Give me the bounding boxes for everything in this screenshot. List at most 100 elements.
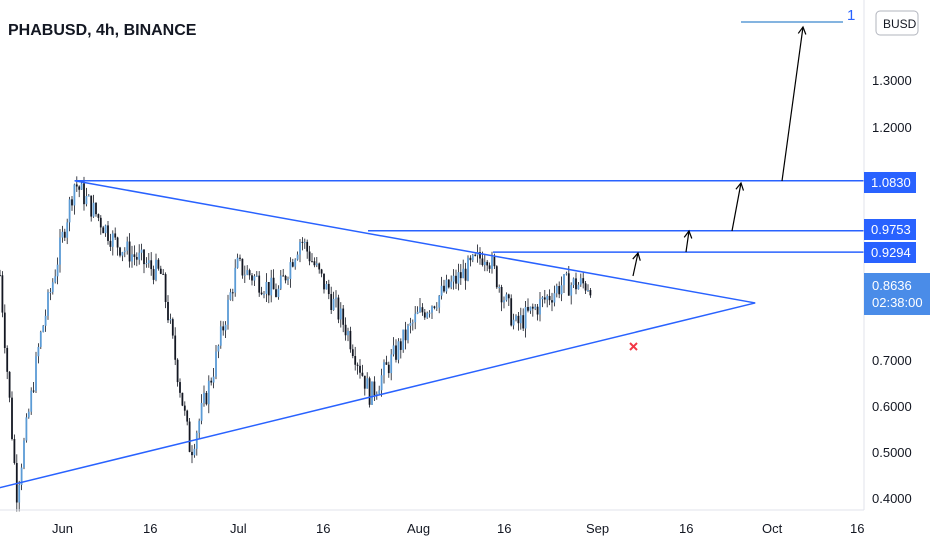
- candle-body: [210, 380, 213, 383]
- candle-body: [167, 301, 169, 321]
- candle-body: [11, 397, 13, 440]
- candle-body: [354, 356, 357, 365]
- candle-body: [565, 273, 568, 275]
- candle-body: [572, 278, 575, 286]
- candle-body: [75, 184, 78, 187]
- candle-body: [539, 299, 541, 315]
- candle-body: [507, 294, 510, 299]
- candle-body: [423, 312, 426, 318]
- candle-body: [1, 275, 4, 313]
- candle-body: [138, 252, 141, 260]
- candle-body: [284, 275, 287, 281]
- candle-body: [411, 322, 414, 324]
- candle-body: [409, 323, 412, 326]
- candle-body: [479, 252, 481, 259]
- candle-body: [419, 307, 421, 312]
- candle-body: [135, 256, 138, 260]
- candle-body: [54, 276, 57, 283]
- candle-body: [435, 307, 438, 309]
- svg-text:1.0830: 1.0830: [871, 175, 911, 190]
- candle-body: [567, 273, 570, 296]
- candle-body: [500, 287, 503, 303]
- candle-body: [498, 287, 501, 289]
- candle-body: [548, 295, 551, 301]
- candle-body: [63, 231, 66, 238]
- candle-body: [462, 268, 465, 279]
- candle-body: [582, 278, 585, 284]
- candle-body: [387, 364, 390, 374]
- candle-body: [404, 329, 407, 341]
- candle-body: [421, 307, 424, 313]
- candle-body: [30, 390, 33, 412]
- candle-body: [78, 186, 81, 190]
- currency-button[interactable]: BUSD: [875, 10, 919, 36]
- price-tick: 0.5000: [872, 445, 912, 460]
- candle-body: [263, 293, 265, 295]
- candle-body: [335, 297, 337, 299]
- candle-body: [145, 263, 148, 265]
- candle-body: [282, 275, 285, 277]
- candle-body: [111, 233, 114, 247]
- candle-body: [32, 390, 35, 392]
- candle-body: [426, 313, 429, 318]
- candle-body: [469, 257, 472, 261]
- candle-body: [188, 421, 191, 452]
- candle-body: [536, 306, 539, 315]
- candle-body: [131, 254, 133, 262]
- candle-body: [495, 266, 498, 288]
- chart-title: PHABUSD, 4h, BINANCE: [8, 22, 197, 39]
- candle-body: [320, 269, 323, 274]
- triangle-upper-line: [74, 180, 756, 304]
- candle-body: [531, 306, 534, 309]
- candle-body: [371, 381, 373, 405]
- candle-body: [128, 241, 131, 262]
- candle-body: [524, 306, 527, 329]
- candle-body: [493, 256, 496, 267]
- candle-body: [229, 292, 232, 300]
- candle-body: [325, 283, 328, 290]
- candle-body: [47, 292, 49, 316]
- candle-body: [515, 315, 517, 320]
- candle-body: [575, 278, 577, 290]
- candle-body: [123, 250, 126, 253]
- candle-body: [457, 272, 460, 284]
- candle-body: [150, 260, 153, 270]
- candle-body: [95, 202, 97, 215]
- candle-body: [104, 225, 107, 234]
- candle-body: [308, 251, 311, 262]
- candle-body: [8, 371, 11, 398]
- candle-body: [215, 351, 217, 377]
- candle-body: [243, 274, 246, 276]
- candle-body: [459, 272, 462, 279]
- candle-body: [431, 306, 433, 313]
- time-tick: 16: [679, 521, 693, 536]
- candle-body: [193, 448, 196, 456]
- candle-body: [505, 294, 508, 301]
- target-arrow-head: [797, 25, 807, 35]
- current-price-countdown: 02:38:00: [872, 295, 923, 310]
- candle-body: [306, 241, 309, 252]
- candle-body: [27, 411, 30, 418]
- candle-body: [183, 405, 186, 411]
- price-tick: 0.4000: [872, 491, 912, 506]
- candle-body: [68, 199, 71, 223]
- candle-body: [294, 259, 297, 267]
- candle-body: [25, 417, 28, 441]
- candle-body: [66, 222, 69, 238]
- candle-body: [6, 347, 9, 372]
- candle-body: [361, 372, 364, 376]
- candle-body: [97, 214, 100, 218]
- candle-body: [464, 268, 467, 281]
- candle-body: [35, 356, 37, 391]
- candle-body: [198, 420, 201, 433]
- candle-body: [543, 297, 546, 300]
- candle-body: [267, 281, 270, 296]
- candle-body: [99, 217, 102, 228]
- price-axis: 1.3000 1.2000 0.7000 0.6000 0.5000 0.400…: [863, 0, 912, 510]
- candle-body: [59, 237, 61, 265]
- svg-text:0.9294: 0.9294: [871, 245, 911, 260]
- candle-body: [433, 306, 436, 308]
- candle-body: [443, 285, 445, 292]
- candle-body: [541, 297, 544, 300]
